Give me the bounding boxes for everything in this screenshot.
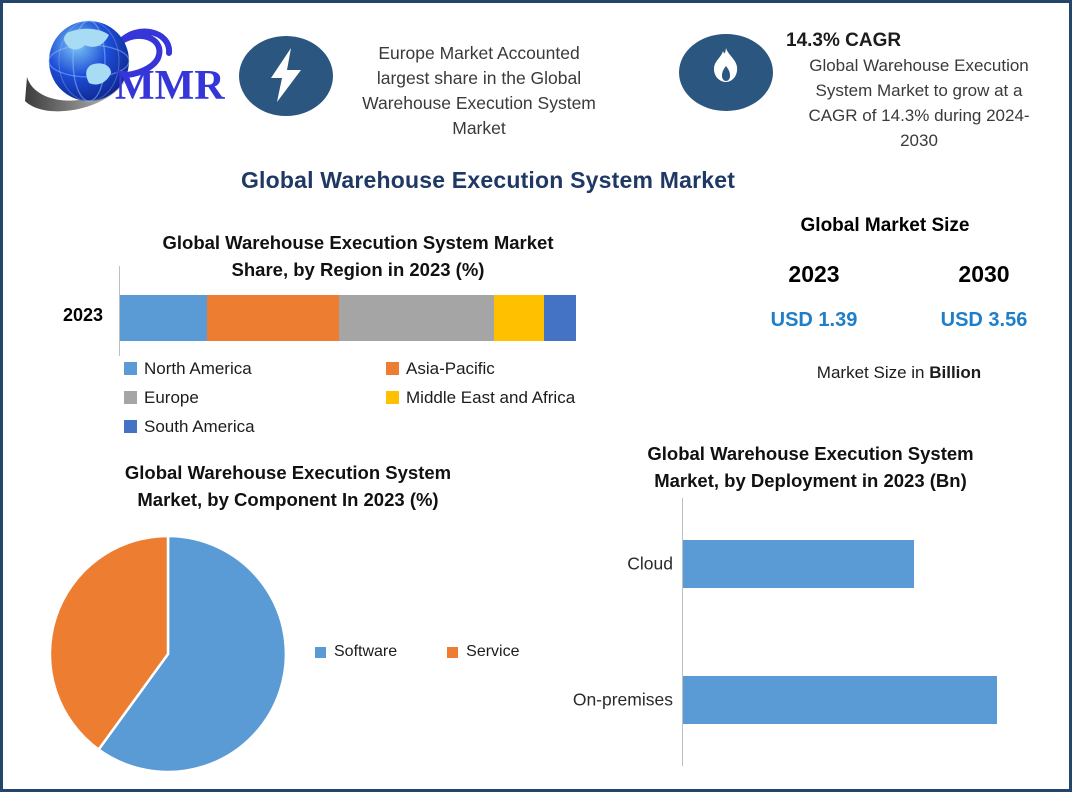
- mmr-logo: MMR: [25, 20, 225, 112]
- component-legend-item-service: Service: [447, 642, 520, 662]
- flame-icon: [679, 34, 773, 111]
- component-pie: [45, 531, 291, 777]
- deployment-chart-title-line1: Global Warehouse Execution System: [647, 443, 974, 464]
- component-pie-svg: [48, 534, 288, 774]
- legend-label: Software: [334, 643, 398, 660]
- market-size-caption-prefix: Market Size in: [816, 363, 930, 382]
- pie-slice-service: [48, 534, 170, 752]
- legend-label: Middle East and Africa: [406, 387, 576, 407]
- region-chart-title: Global Warehouse Execution System Market…: [113, 229, 603, 283]
- legend-swatch-icon: [386, 362, 399, 375]
- legend-label: Service: [466, 643, 520, 660]
- deployment-plot: Cloud On-premises: [573, 498, 1042, 768]
- cagr-line: System Market to grow at a: [815, 81, 1023, 100]
- legend-swatch-icon: [124, 420, 137, 433]
- market-size-year-2023: 2023: [788, 261, 840, 287]
- cagr-line: CAGR of 14.3% during 2024-: [808, 106, 1030, 125]
- region-chart-axis: [119, 266, 120, 356]
- region-bar-segment-south-america: [544, 295, 576, 341]
- page-title: Global Warehouse Execution System Market: [240, 167, 736, 193]
- component-chart-title-line1: Global Warehouse Execution System: [124, 462, 452, 483]
- market-size-value-2023: USD 1.39: [770, 309, 858, 331]
- region-legend-item-asia-pacific: Asia-Pacific: [386, 354, 495, 383]
- europe-line: Europe Market Accounted: [378, 43, 580, 63]
- legend-swatch-icon: [447, 646, 459, 658]
- region-legend-item-north-america: North America: [124, 354, 386, 383]
- cagr-line: Global Warehouse Execution: [809, 56, 1029, 75]
- deployment-chart-title-line2: Market, by Deployment in 2023 (Bn): [654, 470, 967, 491]
- region-legend: North America Asia-Pacific Europe Middle Ea…: [124, 354, 624, 441]
- region-legend-item-south-america: South America: [124, 412, 386, 441]
- deployment-category-label: On-premises: [572, 689, 673, 710]
- region-legend-item-middle-east-and-africa: Middle East and Africa: [386, 383, 575, 412]
- deployment-axis: [682, 498, 683, 766]
- region-bar-segment-middle-east-and-africa: [493, 295, 545, 341]
- region-chart-ylabel: 2023: [62, 305, 103, 325]
- deployment-category-label: Cloud: [627, 553, 673, 574]
- region-bar-segment-europe: [338, 295, 494, 341]
- region-chart-title-line1: Global Warehouse Execution System Market: [162, 232, 554, 253]
- market-size-value-2030: USD 3.56: [940, 309, 1028, 331]
- market-size-title: Global Market Size: [800, 215, 970, 236]
- market-size-years: 2023 2030: [739, 261, 1059, 288]
- europe-line: Market: [452, 118, 506, 138]
- legend-label: South America: [144, 416, 255, 436]
- component-legend: Software Service: [315, 642, 520, 662]
- cagr-line: 2030: [900, 131, 938, 150]
- legend-label: North America: [144, 358, 252, 378]
- globe-icon: [25, 20, 172, 112]
- legend-swatch-icon: [386, 391, 399, 404]
- lightning-badge: [239, 36, 333, 116]
- deployment-chart-title: Global Warehouse Execution System Market…: [568, 440, 1053, 494]
- deployment-bar-cloud: [683, 540, 914, 588]
- europe-callout-text: Europe Market Accounted largest share in…: [329, 41, 629, 141]
- component-chart-title-line2: Market, by Component In 2023 (%): [137, 489, 439, 510]
- legend-swatch-icon: [315, 646, 326, 658]
- region-bar-segment-north-america: [120, 295, 207, 341]
- region-chart-title-line2: Share, by Region in 2023 (%): [231, 259, 485, 280]
- region-bar-segment-asia-pacific: [206, 295, 339, 341]
- cagr-headline: 14.3% CAGR: [786, 30, 902, 51]
- legend-label: Asia-Pacific: [406, 358, 495, 378]
- europe-line: Warehouse Execution System: [362, 93, 596, 113]
- legend-swatch-icon: [124, 362, 137, 375]
- market-size-values: USD 1.39 USD 3.56: [739, 309, 1059, 332]
- logo-text: MMR: [115, 63, 225, 109]
- market-size-caption: Market Size in Billion: [739, 363, 1059, 383]
- market-size-caption-unit: Billion: [929, 363, 982, 382]
- pie-slice-software: [96, 534, 288, 774]
- europe-line: largest share in the Global: [376, 68, 582, 88]
- component-chart-title: Global Warehouse Execution System Market…: [58, 459, 518, 513]
- region-legend-item-europe: Europe: [124, 383, 386, 412]
- legend-swatch-icon: [124, 391, 137, 404]
- lightning-icon: [239, 36, 333, 116]
- market-size-year-2030: 2030: [958, 261, 1010, 287]
- deployment-bar-on-premises: [683, 676, 997, 724]
- region-stacked-bar: [120, 295, 576, 341]
- component-legend-item-software: Software: [315, 642, 397, 662]
- legend-label: Europe: [144, 387, 199, 407]
- flame-badge: [679, 34, 773, 111]
- cagr-callout-text: 14.3% CAGR Global Warehouse Execution Sy…: [775, 29, 1063, 153]
